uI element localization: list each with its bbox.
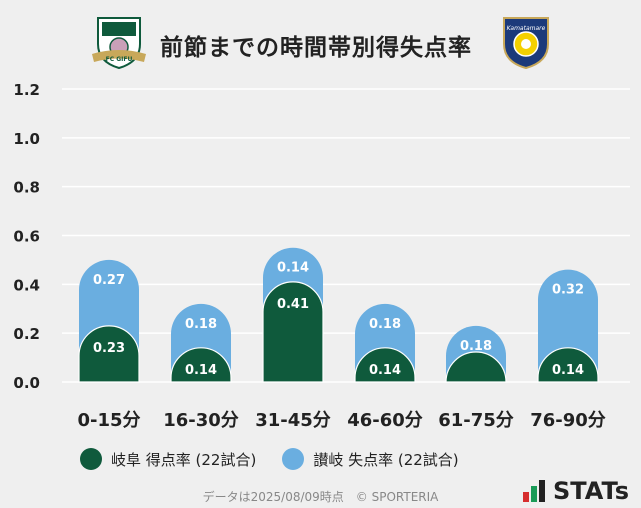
x-category-label: 76-90分: [530, 410, 606, 431]
bar-home: [170, 347, 232, 383]
data-label-away: 0.14: [277, 261, 309, 276]
chart-title: 前節までの時間帯別得失点率: [160, 35, 472, 61]
legend: 岐阜 得点率 (22試合) 讃岐 失点率 (22試合): [80, 448, 485, 470]
x-category-label: 61-75分: [438, 410, 514, 431]
legend-label-home: 岐阜 得点率 (22試合): [111, 450, 257, 469]
y-tick-label: 0.2: [13, 325, 40, 343]
bar-home: [354, 347, 416, 383]
y-tick-label: 1.2: [13, 81, 40, 99]
y-tick-label: 0.8: [13, 179, 40, 197]
bar-home: [537, 347, 599, 383]
legend-swatch-away: [282, 448, 305, 470]
data-label-home: 0.23: [93, 341, 125, 356]
y-tick-label: 0.6: [13, 228, 40, 246]
kamatamare-logo-text: Kamatamare: [507, 25, 546, 32]
data-label-away: 0.27: [93, 273, 125, 288]
data-label-away: 0.18: [460, 339, 492, 354]
legend-label-away: 讃岐 失点率 (22試合): [313, 450, 459, 469]
y-tick-label: 0.0: [13, 374, 40, 392]
bar-home: [78, 325, 140, 383]
data-label-away: 0.18: [369, 317, 401, 332]
data-label-home: 0.41: [277, 297, 309, 312]
legend-swatch-home: [80, 448, 102, 470]
data-label-away: 0.18: [185, 317, 217, 332]
fc-gifu-logo: FC GIFU: [92, 17, 146, 70]
data-label-home: 0.14: [185, 363, 217, 378]
bar-home: [262, 281, 324, 383]
source-note: データは2025/08/09時点 © SPORTERIA: [202, 490, 439, 504]
bar-home: [445, 351, 507, 383]
x-category-label: 16-30分: [163, 410, 239, 431]
x-category-label: 46-60分: [347, 410, 423, 431]
stacked-bar-chart: 0.0 0.2 0.4 0.6 0.8 1.0 1.2 0.23 0.27 0-15分 0.14 0.…: [13, 81, 630, 431]
kamatamare-logo: Kamatamare: [503, 17, 549, 70]
stats-logo-icon: [523, 480, 547, 502]
data-label-away: 0.32: [552, 283, 584, 298]
data-label-home: 0.14: [552, 363, 584, 378]
fc-gifu-logo-text: FC GIFU: [106, 56, 133, 63]
data-label-home: 0.14: [369, 363, 401, 378]
stats-brand: STATs: [523, 477, 629, 505]
legend-item-away: 讃岐 失点率 (22試合): [282, 448, 459, 470]
y-tick-label: 0.4: [13, 276, 40, 294]
legend-item-home: 岐阜 得点率 (22試合): [80, 448, 256, 470]
x-category-label: 31-45分: [255, 410, 331, 431]
y-tick-label: 1.0: [13, 130, 40, 148]
header: FC GIFU 前節までの時間帯別得失点率 Kamatamare: [0, 0, 641, 84]
stats-brand-text: STATs: [553, 477, 629, 505]
x-category-label: 0-15分: [77, 410, 140, 431]
